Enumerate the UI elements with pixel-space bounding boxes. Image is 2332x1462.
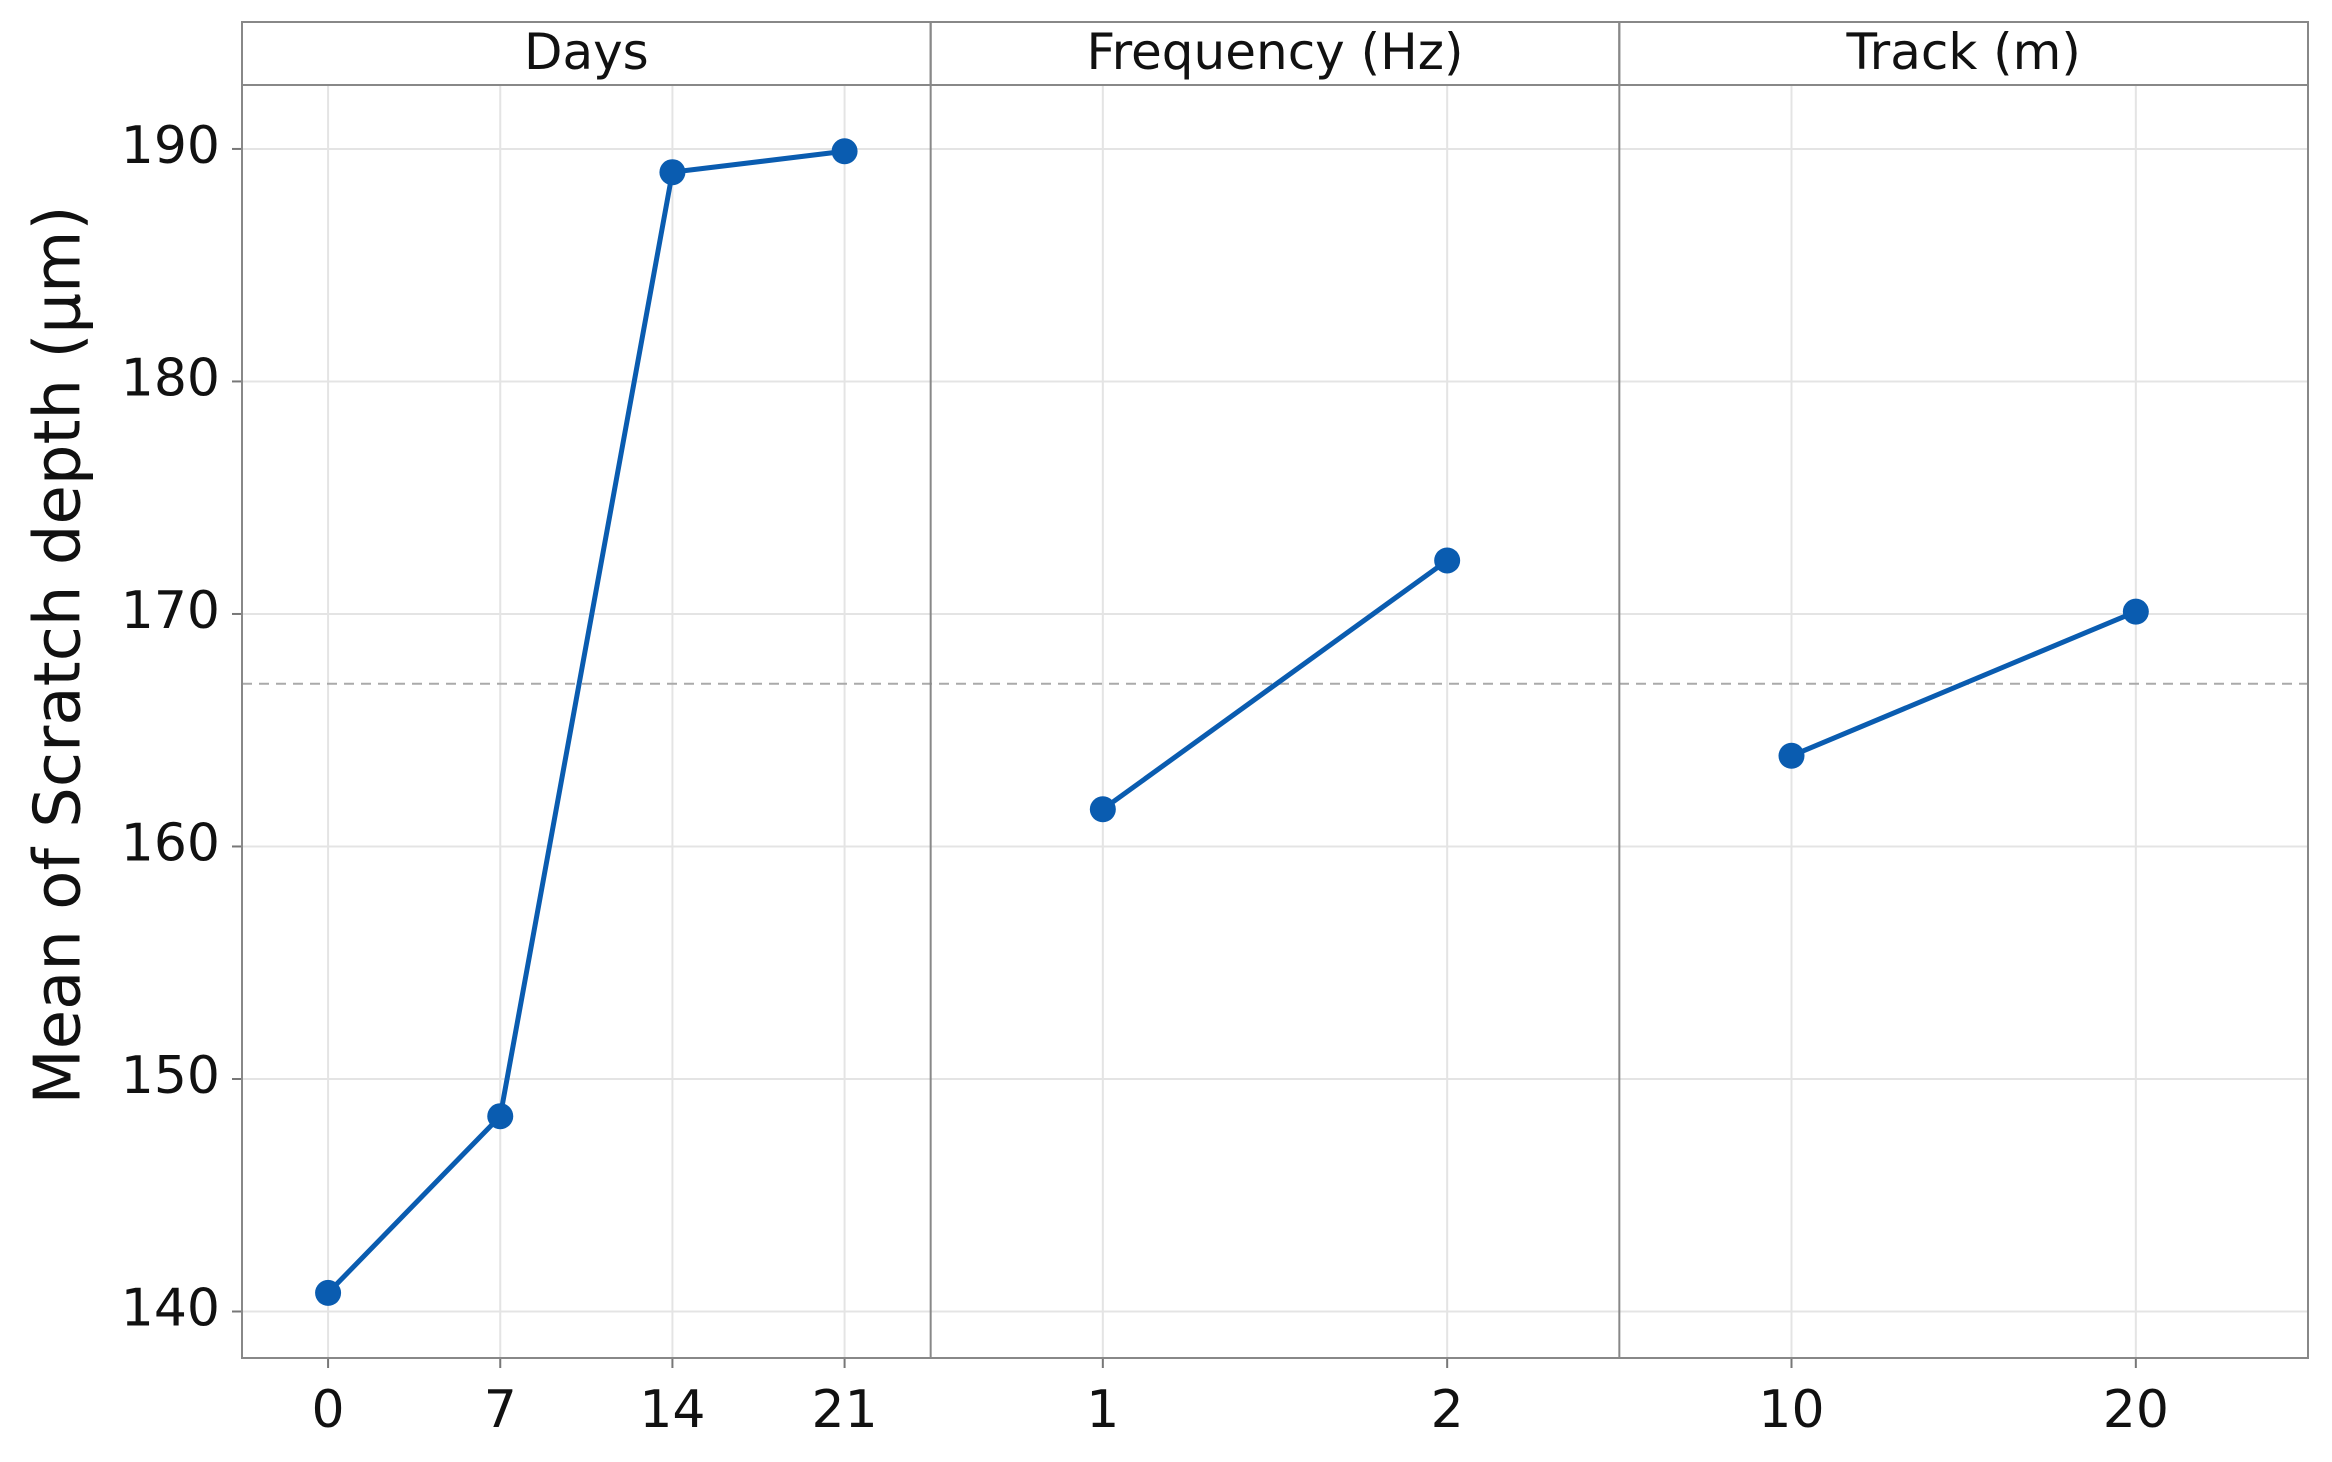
x-tick-label: 2 — [1431, 1380, 1464, 1440]
point — [315, 1279, 342, 1306]
panel-title: Days — [524, 23, 649, 81]
plot-frame — [241, 84, 2309, 1359]
point — [2122, 598, 2149, 625]
y-tick-label: 140 — [121, 1278, 220, 1338]
series-line — [326, 148, 845, 1295]
panel-title: Track (m) — [1845, 23, 2080, 81]
point — [831, 138, 858, 165]
y-axis-title: Mean of Scratch depth (μm) — [22, 206, 96, 1105]
x-tick-label: 21 — [811, 1380, 877, 1440]
panel-title: Frequency (Hz) — [1086, 23, 1463, 81]
y-tick-label: 150 — [121, 1046, 220, 1106]
panel-header — [241, 21, 932, 86]
panel-header — [929, 21, 1621, 86]
y-tick-label: 180 — [121, 348, 220, 408]
y-tick-label: 160 — [121, 813, 220, 873]
y-tick-label: 190 — [121, 116, 220, 176]
point — [1089, 796, 1116, 823]
x-tick-label: 20 — [2103, 1380, 2169, 1440]
x-tick-label: 14 — [639, 1380, 705, 1440]
point — [659, 159, 686, 186]
y-tick-label: 170 — [121, 581, 220, 641]
point — [1778, 742, 1805, 769]
x-tick-label: 10 — [1758, 1380, 1824, 1440]
point — [1434, 547, 1461, 574]
x-tick-label: 7 — [484, 1380, 517, 1440]
series-line — [1790, 609, 2137, 759]
x-tick-label: 0 — [312, 1380, 345, 1440]
point — [487, 1103, 514, 1130]
series-line — [1101, 558, 1449, 812]
x-tick-label: 1 — [1086, 1380, 1119, 1440]
